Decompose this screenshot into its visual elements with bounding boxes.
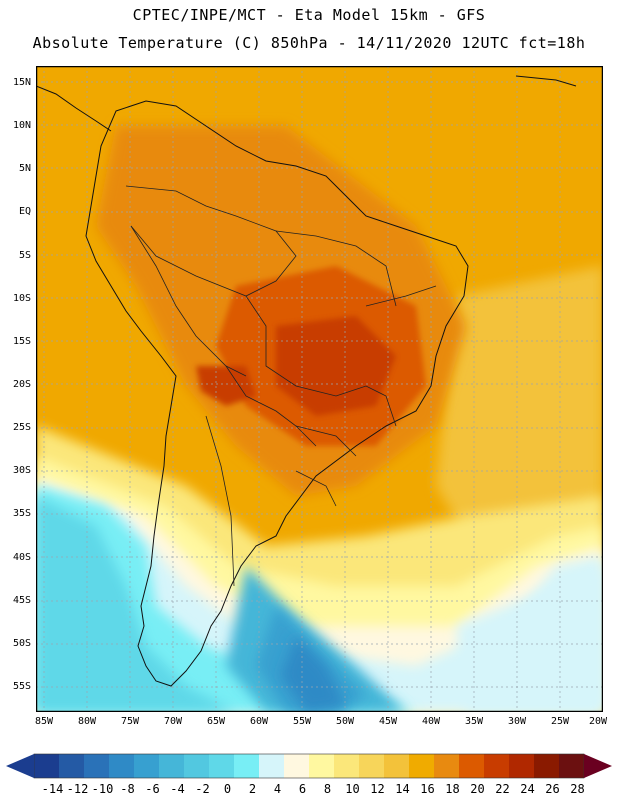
colorbar-label: -4 (170, 782, 185, 796)
colorbar-swatch (459, 754, 485, 778)
colorbar-label: 22 (495, 782, 510, 796)
colorbar-label: 26 (545, 782, 560, 796)
colorbar-label: 14 (395, 782, 410, 796)
colorbar-label: -8 (120, 782, 135, 796)
lon-label: 35W (464, 716, 484, 727)
lon-label: 55W (292, 716, 312, 727)
colorbar-label: -10 (91, 782, 114, 796)
colorbar-label: 24 (520, 782, 535, 796)
colorbar-label: 20 (470, 782, 485, 796)
temperature-map (36, 66, 603, 712)
lat-label: 50S (12, 638, 31, 649)
colorbar-label: 8 (323, 782, 332, 796)
colorbar-swatch (434, 754, 460, 778)
lat-label: EQ (18, 206, 31, 217)
lon-label: 20W (588, 716, 608, 727)
coastline (85, 100, 469, 687)
colorbar-swatch (34, 754, 60, 778)
colorbar-label: 6 (298, 782, 307, 796)
colorbar-label: 28 (570, 782, 585, 796)
lon-label: 80W (77, 716, 97, 727)
colorbar-label: 16 (420, 782, 435, 796)
colorbar-swatch (559, 754, 585, 778)
lat-label: 40S (12, 552, 31, 563)
colorbar-swatch (359, 754, 385, 778)
colorbar-swatch (509, 754, 535, 778)
colorbar-swatch (409, 754, 435, 778)
colorbar-swatch (334, 754, 360, 778)
colorbar-swatch (309, 754, 335, 778)
colorbar-swatch (484, 754, 510, 778)
colorbar-swatch (534, 754, 560, 778)
colorbar-label: 2 (248, 782, 257, 796)
map-border (36, 66, 603, 712)
colorbar-swatch (134, 754, 160, 778)
colorbar-high-arrow (584, 754, 612, 778)
title-line-2: Absolute Temperature (C) 850hPa - 14/11/… (32, 34, 586, 52)
lon-label: 85W (34, 716, 54, 727)
lat-label: 30S (12, 465, 31, 476)
colorbar-swatch (109, 754, 135, 778)
lat-label: 10S (12, 293, 31, 304)
lon-label: 65W (206, 716, 226, 727)
country-borders (125, 185, 437, 587)
lat-label: 5S (18, 250, 31, 261)
colorbar-swatch (284, 754, 310, 778)
lon-label: 40W (421, 716, 441, 727)
colorbar-swatch (209, 754, 235, 778)
colorbar-label: 12 (370, 782, 385, 796)
colorbar-swatch (59, 754, 85, 778)
lat-label: 5N (18, 163, 31, 174)
colorbar-label: -2 (195, 782, 210, 796)
colorbar-label: 18 (445, 782, 460, 796)
colorbar-label: 4 (273, 782, 282, 796)
lat-label: 10N (12, 120, 31, 131)
lon-label: 75W (120, 716, 140, 727)
colorbar-swatch (234, 754, 260, 778)
colorbar-low-arrow (6, 754, 34, 778)
lon-label: 25W (550, 716, 570, 727)
colorbar-swatch (84, 754, 110, 778)
colorbar-label: -6 (145, 782, 160, 796)
lon-label: 70W (163, 716, 183, 727)
lon-label: 60W (249, 716, 269, 727)
colorbar-swatch (159, 754, 185, 778)
colorbar-label: -14 (41, 782, 64, 796)
lat-label: 35S (12, 508, 31, 519)
colorbar-label: -12 (66, 782, 89, 796)
lat-label: 25S (12, 422, 31, 433)
lat-label: 55S (12, 681, 31, 692)
colorbar-swatch (384, 754, 410, 778)
lon-label: 45W (378, 716, 398, 727)
lat-label: 15N (12, 77, 31, 88)
lon-label: 30W (507, 716, 527, 727)
colorbar (6, 753, 612, 779)
lat-label: 45S (12, 595, 31, 606)
colorbar-swatch (259, 754, 285, 778)
lat-label: 15S (12, 336, 31, 347)
colorbar-label: 0 (223, 782, 232, 796)
colorbar-label: 10 (345, 782, 360, 796)
colorbar-swatch (184, 754, 210, 778)
lat-label: 20S (12, 379, 31, 390)
title-line-1: CPTEC/INPE/MCT - Eta Model 15km - GFS (132, 6, 486, 24)
lon-label: 50W (335, 716, 355, 727)
